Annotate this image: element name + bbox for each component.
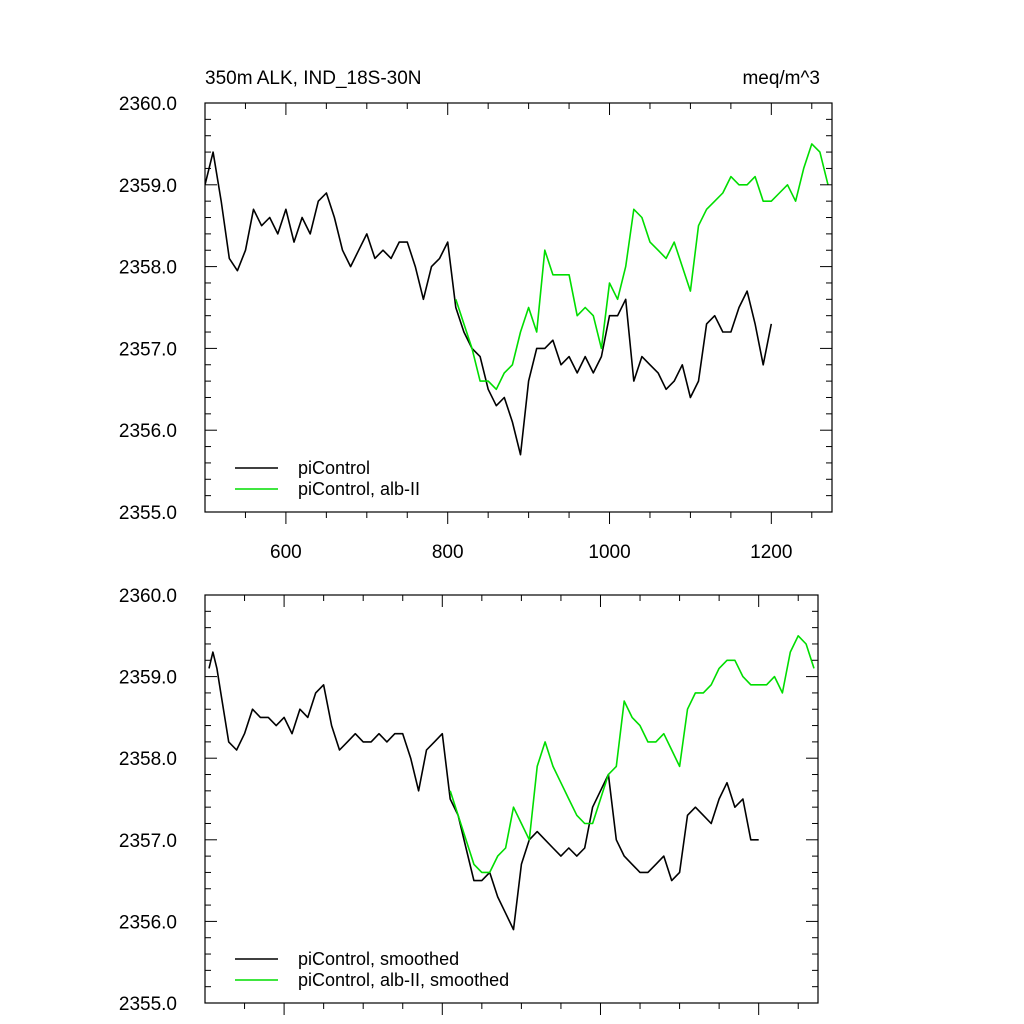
- legend-label: piControl, alb-II: [298, 479, 420, 499]
- x-tick-label: 1000: [588, 542, 630, 563]
- y-tick-label: 2359.0: [119, 176, 177, 197]
- legend-label: piControl, alb-II, smoothed: [298, 970, 509, 990]
- y-tick-label: 2360.0: [119, 94, 177, 115]
- y-tick-label: 2355.0: [119, 503, 177, 524]
- bottom-panel: 2355.0 2356.0 2357.0 2358.0 2359.0 2360.0 piCo…: [119, 586, 819, 1015]
- y-tick-label: 2357.0: [119, 831, 177, 852]
- plot-frame: [204, 594, 819, 1004]
- x-tick-label: 1200: [750, 542, 792, 563]
- series-line-picontrol: [205, 151, 773, 456]
- y-tick-label: 2356.0: [119, 912, 177, 933]
- series-line-picontrol-alb-ii: [455, 143, 829, 391]
- legend-label: piControl, smoothed: [298, 949, 459, 969]
- y-tick-label: 2355.0: [119, 994, 177, 1015]
- y-tick-label: 2358.0: [119, 258, 177, 279]
- x-tick-label: 600: [270, 542, 302, 563]
- series-line-picontrol: [208, 651, 759, 931]
- chart-title: 350m ALK, IND_18S-30N: [205, 68, 422, 89]
- y-tick-label: 2358.0: [119, 749, 177, 770]
- y-tick-label: 2356.0: [119, 421, 177, 442]
- legend-label: piControl: [298, 458, 370, 478]
- x-tick-label: 800: [432, 542, 464, 563]
- top-panel: 350m ALK, IND_18S-30N meq/m^3 2355.0 2356…: [119, 68, 833, 563]
- y-tick-label: 2360.0: [119, 586, 177, 607]
- plot-frame: [204, 102, 833, 513]
- y-tick-label: 2359.0: [119, 668, 177, 689]
- units-label: meq/m^3: [742, 68, 820, 89]
- series-line-picontrol-alb-ii: [449, 634, 815, 874]
- y-tick-label: 2357.0: [119, 339, 177, 360]
